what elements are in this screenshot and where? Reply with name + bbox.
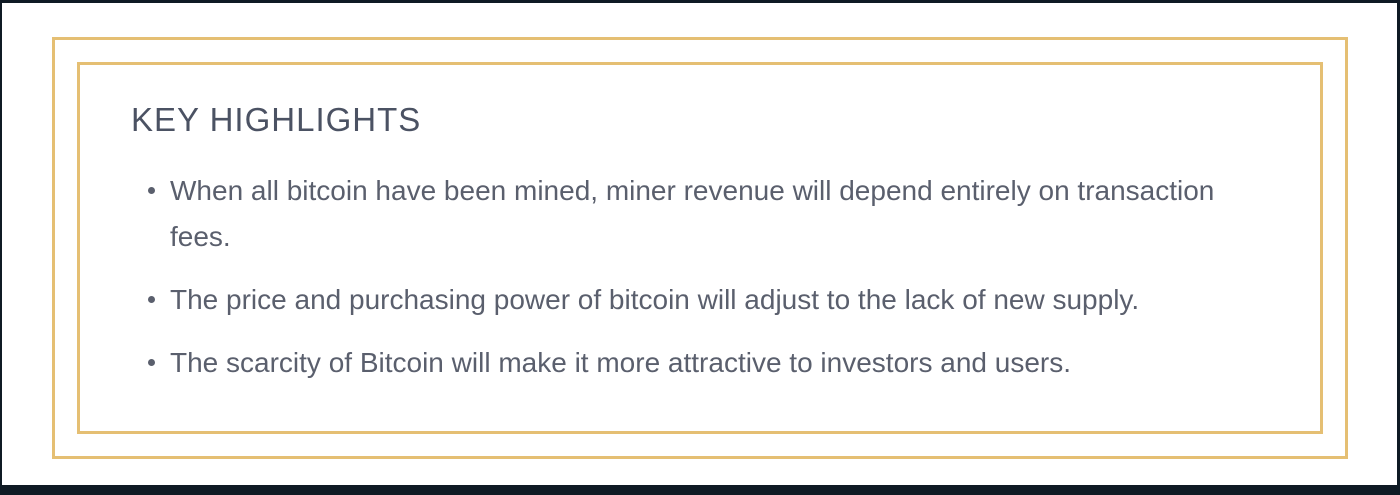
highlights-outer-border: KEY HIGHLIGHTS When all bitcoin have bee…: [52, 37, 1348, 459]
list-item-text: When all bitcoin have been mined, miner …: [170, 175, 1215, 252]
list-item: The price and purchasing power of bitcoi…: [148, 277, 1268, 323]
highlights-list: When all bitcoin have been mined, miner …: [148, 168, 1268, 403]
bullet-icon: [148, 359, 155, 366]
bullet-icon: [148, 296, 155, 303]
list-item-text: The scarcity of Bitcoin will make it mor…: [170, 347, 1071, 378]
highlights-box: KEY HIGHLIGHTS When all bitcoin have bee…: [77, 62, 1323, 434]
list-item-text: The price and purchasing power of bitcoi…: [170, 284, 1140, 315]
list-item: When all bitcoin have been mined, miner …: [148, 168, 1268, 260]
key-highlights-heading: KEY HIGHLIGHTS: [131, 101, 422, 138]
content-frame: KEY HIGHLIGHTS When all bitcoin have bee…: [2, 3, 1397, 485]
list-item: The scarcity of Bitcoin will make it mor…: [148, 340, 1268, 386]
bullet-icon: [148, 187, 155, 194]
